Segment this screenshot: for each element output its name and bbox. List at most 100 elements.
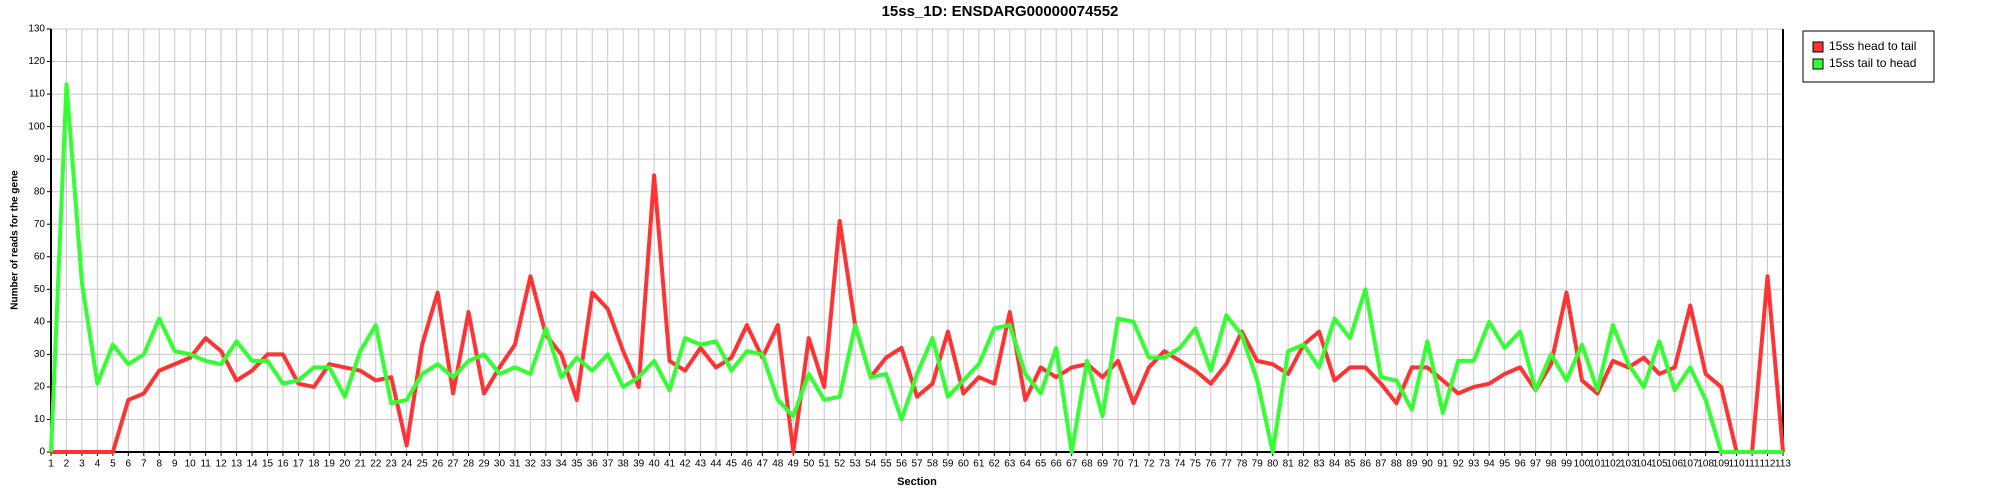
x-tick-label: 1	[48, 459, 54, 470]
y-tick-label: 60	[34, 251, 46, 262]
x-tick-label: 11	[200, 459, 211, 470]
x-tick-label: 37	[602, 459, 614, 470]
y-tick-label: 100	[28, 121, 45, 132]
x-tick-label: 53	[850, 459, 862, 470]
x-tick-label: 83	[1314, 459, 1326, 470]
x-tick-label: 112	[1760, 459, 1776, 470]
x-tick-label: 4	[95, 459, 101, 470]
y-tick-label: 80	[34, 186, 46, 197]
x-tick-label: 101	[1589, 459, 1606, 470]
y-tick-label: 120	[28, 56, 45, 67]
x-tick-label: 42	[679, 459, 691, 470]
x-tick-label: 84	[1329, 459, 1341, 470]
legend-label: 15ss head to tail	[1829, 39, 1916, 53]
x-tick-label: 30	[494, 459, 506, 470]
x-tick-label: 35	[571, 459, 583, 470]
x-tick-label: 69	[1097, 459, 1109, 470]
x-tick-label: 62	[989, 459, 1001, 470]
y-tick-label: 10	[34, 414, 46, 425]
x-tick-label: 75	[1190, 459, 1202, 470]
x-tick-label: 87	[1375, 459, 1387, 470]
x-tick-label: 39	[633, 459, 645, 470]
x-tick-label: 24	[401, 459, 413, 470]
y-axis-label: Number of reads for the gene	[10, 170, 21, 310]
x-tick-label: 85	[1344, 459, 1356, 470]
x-tick-label: 67	[1066, 459, 1078, 470]
x-tick-label: 50	[803, 459, 815, 470]
x-tick-label: 34	[556, 459, 568, 470]
x-tick-label: 33	[540, 459, 552, 470]
x-tick-label: 28	[463, 459, 475, 470]
x-tick-label: 63	[1004, 459, 1016, 470]
x-tick-label: 111	[1744, 459, 1760, 470]
x-tick-label: 86	[1360, 459, 1372, 470]
x-tick-label: 71	[1128, 459, 1140, 470]
x-tick-label: 48	[772, 459, 784, 470]
x-tick-label: 68	[1082, 459, 1094, 470]
x-tick-label: 26	[432, 459, 444, 470]
x-tick-label: 60	[958, 459, 970, 470]
x-tick-label: 107	[1682, 459, 1699, 470]
x-tick-label: 15	[262, 459, 274, 470]
x-tick-label: 21	[355, 459, 367, 470]
x-tick-label: 91	[1437, 459, 1449, 470]
x-tick-label: 93	[1468, 459, 1480, 470]
x-tick-label: 32	[525, 459, 537, 470]
x-tick-label: 73	[1159, 459, 1171, 470]
x-tick-label: 65	[1035, 459, 1047, 470]
x-tick-label: 78	[1236, 459, 1248, 470]
x-tick-label: 70	[1112, 459, 1124, 470]
x-tick-label: 80	[1267, 459, 1279, 470]
y-tick-label: 20	[34, 382, 46, 393]
x-tick-label: 52	[834, 459, 846, 470]
x-tick-label: 20	[339, 459, 351, 470]
legend-label: 15ss tail to head	[1829, 56, 1916, 70]
y-tick-label: 0	[39, 447, 45, 458]
x-tick-label: 77	[1221, 459, 1233, 470]
x-tick-label: 76	[1205, 459, 1217, 470]
x-tick-label: 97	[1530, 459, 1542, 470]
y-tick-label: 110	[29, 89, 45, 100]
x-tick-label: 57	[911, 459, 923, 470]
x-tick-label: 9	[172, 459, 178, 470]
x-tick-label: 90	[1422, 459, 1434, 470]
x-tick-label: 22	[370, 459, 382, 470]
x-tick-label: 41	[664, 459, 676, 470]
x-tick-label: 25	[417, 459, 429, 470]
x-tick-label: 7	[141, 459, 147, 470]
x-tick-label: 43	[695, 459, 707, 470]
x-tick-label: 64	[1020, 459, 1032, 470]
x-tick-label: 12	[216, 459, 228, 470]
x-tick-label: 6	[126, 459, 132, 470]
series-line	[49, 82, 1783, 454]
series-line	[51, 173, 1785, 454]
x-tick-label: 51	[819, 459, 831, 470]
x-tick-label: 58	[927, 459, 939, 470]
x-tick-label: 31	[509, 459, 521, 470]
x-tick-label: 27	[448, 459, 460, 470]
y-tick-label: 40	[34, 316, 46, 327]
x-tick-label: 103	[1620, 459, 1637, 470]
x-tick-label: 109	[1713, 459, 1730, 470]
x-tick-label: 45	[726, 459, 738, 470]
x-tick-label: 19	[324, 459, 336, 470]
x-tick-label: 44	[710, 459, 722, 470]
x-tick-label: 49	[788, 459, 800, 470]
x-tick-label: 29	[478, 459, 490, 470]
x-tick-label: 40	[649, 459, 661, 470]
x-tick-label: 66	[1051, 459, 1063, 470]
x-tick-label: 61	[973, 459, 985, 470]
x-tick-label: 98	[1545, 459, 1557, 470]
x-tick-label: 16	[277, 459, 289, 470]
x-tick-label: 13	[231, 459, 243, 470]
x-tick-label: 95	[1499, 459, 1511, 470]
x-tick-label: 88	[1391, 459, 1403, 470]
x-tick-label: 46	[741, 459, 753, 470]
x-tick-label: 89	[1406, 459, 1418, 470]
x-tick-label: 18	[308, 459, 320, 470]
x-tick-label: 55	[881, 459, 893, 470]
x-tick-label: 10	[185, 459, 197, 470]
x-tick-label: 82	[1298, 459, 1310, 470]
